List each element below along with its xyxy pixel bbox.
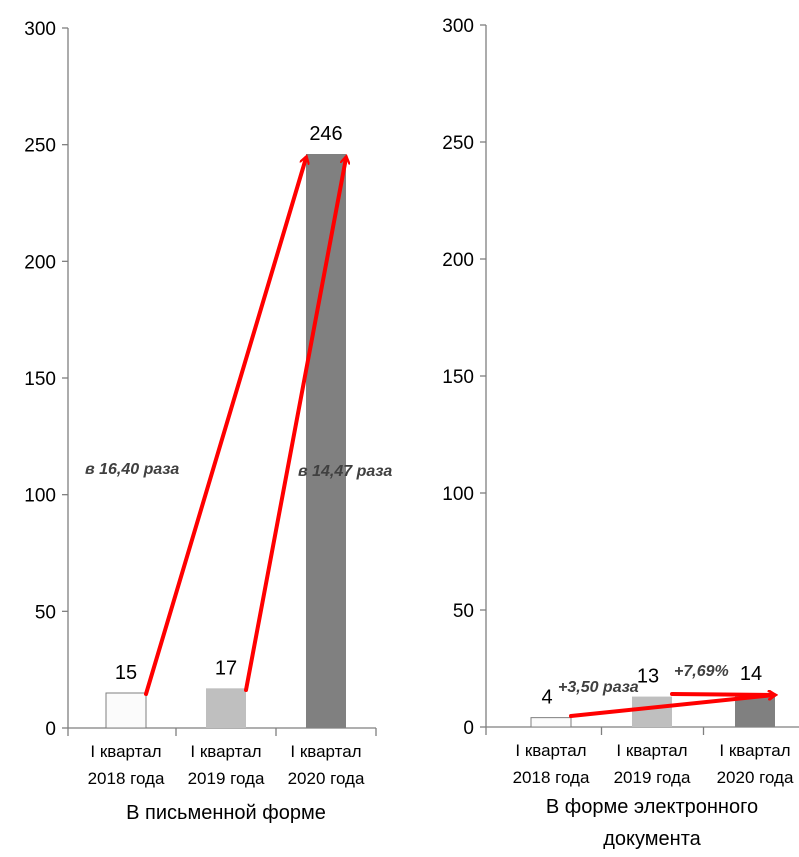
category-label: I квартал <box>290 742 361 761</box>
bar <box>530 717 572 728</box>
y-tick-label: 250 <box>442 133 474 154</box>
chart-title-line: В форме электронного <box>546 796 758 818</box>
growth-annotation: в 16,40 раза <box>85 461 179 478</box>
category-label: I квартал <box>190 742 261 761</box>
growth-annotation: в 14,47 раза <box>298 463 392 480</box>
growth-annotation: +3,50 раза <box>558 679 639 696</box>
bar <box>632 696 672 727</box>
y-tick-label: 300 <box>442 16 474 37</box>
comparison-arrows <box>569 694 774 718</box>
y-tick-label: 150 <box>442 367 474 388</box>
growth-arrow <box>244 158 346 692</box>
bar <box>206 688 246 728</box>
y-tick-label: 50 <box>453 601 474 622</box>
data-label: 13 <box>637 666 659 688</box>
growth-arrow <box>569 695 774 718</box>
chart-written-form: 0 50 100 150 200 250 300 15 17 246 I квартал 2018… <box>24 19 392 824</box>
category-label: 2020 года <box>288 769 365 788</box>
chart-electronic-form: 0 50 100 150 200 250 300 4 13 14 I квартал 2018 г… <box>442 16 799 850</box>
y-tick-label: 0 <box>45 719 56 740</box>
category-labels: I квартал 2018 года I квартал 2019 года I кв… <box>513 741 794 787</box>
growth-arrow <box>670 694 774 695</box>
y-tick-label: 50 <box>35 602 56 623</box>
y-tick-label: 150 <box>24 369 56 390</box>
y-tick-label: 100 <box>24 486 56 507</box>
data-label: 17 <box>215 657 237 679</box>
y-tick-label: 100 <box>442 484 474 505</box>
data-label: 15 <box>115 662 137 684</box>
category-label: I квартал <box>515 741 586 760</box>
bars <box>485 694 775 735</box>
y-tick-label: 300 <box>24 19 56 40</box>
data-label: 4 <box>541 687 552 709</box>
y-tick-label: 0 <box>463 718 474 739</box>
data-labels: 4 13 14 <box>541 663 762 708</box>
category-label: 2019 года <box>614 768 691 787</box>
category-label: 2018 года <box>513 768 590 787</box>
chart-title-line: В письменной форме <box>126 802 326 824</box>
annotations: +3,50 раза +7,69% <box>558 663 729 696</box>
category-label: 2018 года <box>88 769 165 788</box>
annotations: в 16,40 раза в 14,47 раза <box>85 461 392 480</box>
category-labels: I квартал 2018 года I квартал 2019 года I кв… <box>88 742 365 788</box>
data-label: 246 <box>309 123 342 145</box>
growth-arrow <box>144 158 306 696</box>
category-label: I квартал <box>90 742 161 761</box>
bar <box>105 692 147 729</box>
bars <box>67 154 377 736</box>
y-axis-ticks: 0 50 100 150 200 250 300 <box>442 16 486 739</box>
chart-title: В форме электронного документа <box>546 796 758 850</box>
chart-title: В письменной форме <box>126 802 326 824</box>
data-labels: 15 17 246 <box>115 123 343 684</box>
comparison-arrows <box>144 158 346 696</box>
category-label: 2019 года <box>188 769 265 788</box>
chart-title-line: документа <box>603 828 701 850</box>
category-label: I квартал <box>719 741 790 760</box>
y-tick-label: 250 <box>24 136 56 157</box>
category-label: 2020 года <box>717 768 794 787</box>
y-tick-label: 200 <box>442 250 474 271</box>
y-tick-label: 200 <box>24 252 56 273</box>
y-axis-ticks: 0 50 100 150 200 250 300 <box>24 19 68 740</box>
bar <box>306 154 346 728</box>
growth-annotation: +7,69% <box>674 663 729 680</box>
category-label: I квартал <box>616 741 687 760</box>
data-label: 14 <box>740 663 762 685</box>
